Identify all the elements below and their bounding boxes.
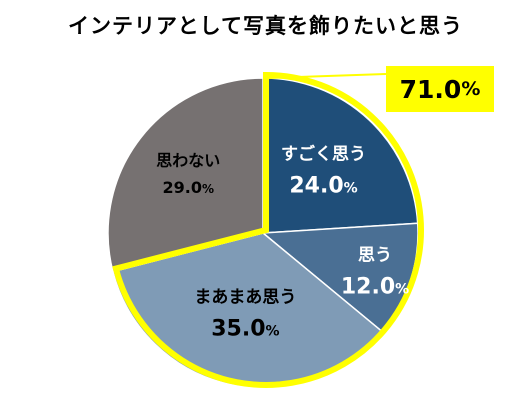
highlight-leader-line (268, 73, 387, 79)
pie-slice (262, 77, 419, 234)
highlight-callout: 71.0% (386, 66, 494, 112)
highlight-callout-percent-sign: % (461, 78, 481, 100)
slices-layer (107, 77, 419, 389)
highlight-layer (112, 71, 424, 388)
highlight-outline (112, 71, 424, 388)
slice-value-label: 29.0% (163, 178, 215, 197)
slice-value-label: 35.0% (211, 317, 279, 342)
chart-title: インテリアとして写真を飾りたいと思う (68, 14, 463, 38)
slice-label: まあまあ思う (194, 288, 296, 308)
slice-value-label: 24.0% (289, 174, 357, 199)
pie-slice (107, 77, 264, 273)
highlight-callout-value: 71.0 (399, 74, 462, 104)
slice-label: 思わない (156, 151, 220, 170)
slice-label: すごく思う (281, 144, 366, 165)
labels-layer: すごく思う 24.0% 思う 12.0% まあまあ思う 35.0% 思わない 29.0% (156, 144, 409, 342)
slice-label: 思う (358, 245, 392, 265)
slice-value-label: 12.0% (341, 274, 409, 299)
